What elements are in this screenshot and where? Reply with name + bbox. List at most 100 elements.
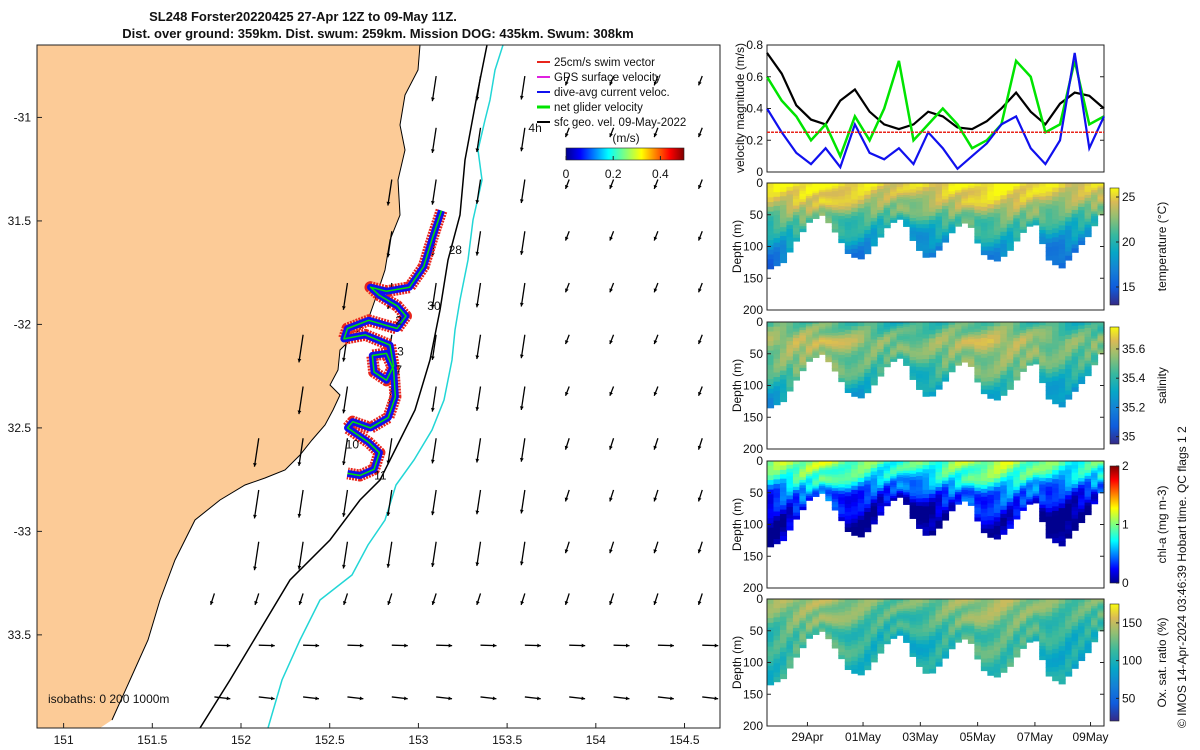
section-cell	[935, 475, 943, 481]
section-cell	[844, 602, 852, 608]
section-cell	[1071, 198, 1079, 203]
section-cell	[786, 526, 794, 531]
section-cell	[877, 475, 885, 480]
section-cell	[903, 615, 911, 619]
section-cell	[779, 218, 788, 224]
section-cell	[974, 497, 982, 502]
section-cell	[1084, 197, 1092, 202]
section-cell	[929, 224, 937, 229]
section-cell	[987, 520, 995, 526]
section-cell	[1000, 223, 1008, 229]
section-cell	[1026, 499, 1034, 503]
section-cell	[980, 472, 988, 478]
current-arrow	[564, 179, 570, 190]
section-cell	[1032, 338, 1040, 342]
section-cell	[909, 192, 917, 197]
section-cell	[1032, 615, 1040, 619]
section-cell	[961, 216, 969, 220]
section-cell	[961, 614, 969, 618]
map-y-tick-label: 32.5	[8, 421, 32, 435]
section-cell	[1097, 325, 1105, 328]
section-cell	[1097, 464, 1105, 467]
section-cell	[961, 344, 969, 348]
current-arrow	[653, 593, 659, 606]
section-cell	[818, 186, 826, 189]
section-cell	[974, 378, 982, 383]
section-cell	[980, 349, 988, 355]
section-cell	[1078, 602, 1086, 607]
section-cell	[1045, 330, 1053, 336]
section-cell	[844, 365, 852, 370]
section-cell	[812, 200, 820, 204]
section-cell	[812, 630, 820, 633]
section-cell	[838, 371, 846, 376]
section-cell	[1045, 360, 1053, 366]
section-cell	[922, 195, 930, 201]
section-cell	[1039, 236, 1047, 241]
section-cell	[767, 646, 775, 652]
section-cell	[844, 380, 852, 386]
section-cell	[831, 368, 839, 372]
section-cell	[961, 632, 969, 636]
section-cell	[779, 603, 788, 609]
section-cell	[916, 209, 924, 214]
section-cell	[825, 189, 833, 193]
section-cell	[799, 636, 807, 641]
section-cell	[799, 466, 807, 470]
section-cell	[792, 376, 800, 381]
section-cell	[916, 194, 924, 199]
section-cell	[896, 469, 904, 472]
current-arrow	[298, 593, 304, 606]
current-arrow	[564, 386, 570, 397]
section-cell	[1091, 487, 1099, 491]
section-cell	[812, 622, 820, 626]
section-cell	[812, 468, 820, 472]
section-cell	[1091, 479, 1099, 483]
section-cell	[896, 491, 904, 494]
section-cell	[935, 209, 943, 214]
section-cell	[916, 468, 924, 473]
section-cell	[831, 330, 839, 334]
section-cell	[1039, 189, 1047, 194]
section-cell	[974, 358, 982, 363]
section-cell	[786, 236, 794, 242]
section-cell	[916, 602, 924, 608]
section-cell	[1058, 512, 1066, 519]
section-cell	[929, 326, 937, 331]
current-arrow	[564, 282, 570, 293]
section-cell	[812, 184, 820, 188]
section-cell	[1000, 195, 1008, 200]
section-cell	[773, 640, 781, 646]
section-cell	[812, 355, 820, 358]
section-cell	[773, 525, 781, 531]
section-cell	[929, 367, 937, 372]
section-cell	[825, 461, 833, 464]
section-cell	[890, 465, 898, 469]
section-cell	[941, 474, 950, 478]
section-cell	[980, 381, 988, 387]
section-cell	[1091, 201, 1099, 205]
section-cell	[1045, 646, 1053, 651]
section-cell	[792, 512, 800, 517]
current-arrow	[342, 489, 349, 517]
section-cell	[792, 237, 800, 242]
section-cell	[961, 330, 969, 334]
section-cell	[1071, 202, 1079, 207]
section-cell	[1058, 631, 1066, 638]
section-cell	[812, 624, 820, 628]
section-cell	[883, 631, 891, 635]
section-cell	[870, 221, 878, 226]
section-cell	[1065, 356, 1073, 362]
section-cell	[1026, 360, 1034, 364]
section-cell	[1026, 492, 1034, 496]
section-cell	[980, 646, 988, 652]
section-cell	[825, 322, 833, 325]
section-cell	[935, 329, 943, 334]
section-cell	[812, 353, 820, 356]
section-cell	[993, 499, 1001, 505]
section-cell	[941, 480, 950, 485]
section-cell	[935, 628, 943, 634]
section-cell	[818, 627, 826, 631]
section-cell	[1045, 191, 1053, 197]
